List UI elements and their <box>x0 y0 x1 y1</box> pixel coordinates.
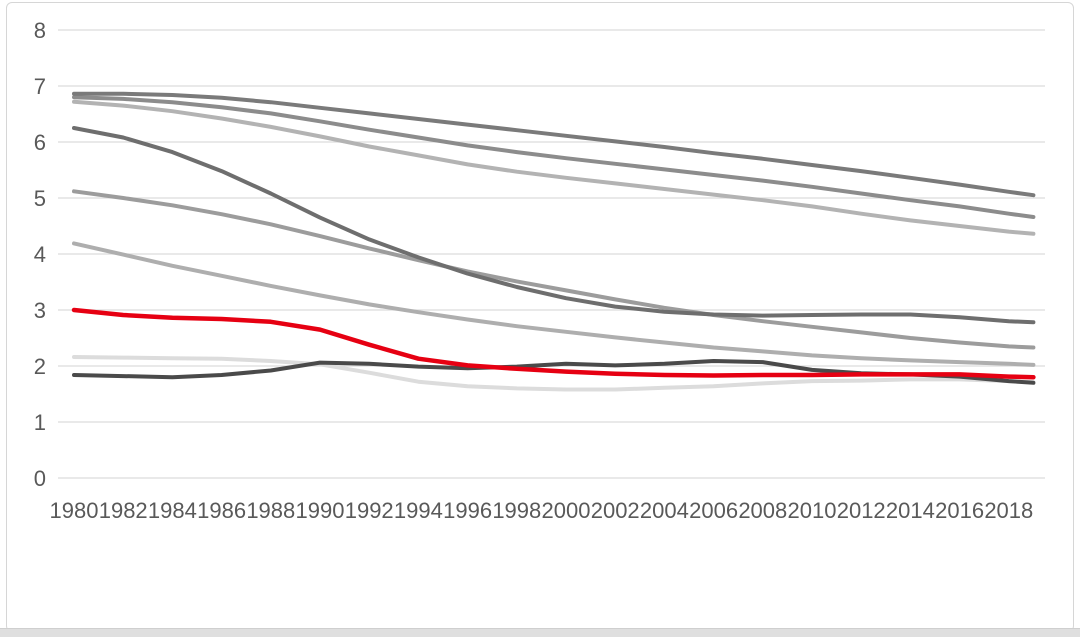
y-tick-label: 0 <box>34 466 46 491</box>
x-tick-label: 1994 <box>394 498 443 523</box>
x-tick-label: 1986 <box>197 498 246 523</box>
series-line-5 <box>72 126 1036 325</box>
bottom-edge-strip <box>0 628 1080 637</box>
x-tick-label: 2014 <box>886 498 935 523</box>
x-tick-label: 2000 <box>542 498 591 523</box>
series-line-8 <box>72 95 1036 219</box>
y-tick-label: 3 <box>34 298 46 323</box>
x-tick-label: 2004 <box>640 498 689 523</box>
y-tick-label: 8 <box>34 18 46 43</box>
series-line-2 <box>71 307 1036 380</box>
x-tick-label: 1980 <box>50 498 99 523</box>
x-tick-label: 2012 <box>837 498 886 523</box>
series-line-3 <box>72 355 1036 392</box>
x-axis-labels: 1980 1982 1984 1986 1988 1990 1992 1994 1996 1998… <box>50 498 1034 523</box>
x-tick-label: 2006 <box>689 498 738 523</box>
y-tick-label: 2 <box>34 354 46 379</box>
x-tick-label: 1990 <box>296 498 345 523</box>
y-tick-label: 7 <box>34 74 46 99</box>
x-tick-label: 2010 <box>788 498 837 523</box>
x-tick-label: 2002 <box>591 498 640 523</box>
x-tick-label: 1988 <box>246 498 295 523</box>
x-tick-label: 1982 <box>99 498 148 523</box>
y-tick-label: 4 <box>34 242 46 267</box>
y-tick-label: 5 <box>34 186 46 211</box>
series-line-4 <box>72 241 1036 367</box>
series-line-0 <box>72 99 1036 236</box>
chart-legend: 东非和南非西非和中非东亚和太平洋欧洲和中亚拉美和加勒比海中东和北非北美南亚撒哈拉… <box>0 540 1080 630</box>
x-tick-label: 1998 <box>492 498 541 523</box>
x-tick-label: 1996 <box>443 498 492 523</box>
series-line-1 <box>72 91 1036 198</box>
x-tick-label: 2016 <box>935 498 984 523</box>
series-line-7 <box>72 189 1036 350</box>
series-lines <box>71 91 1036 392</box>
x-tick-label: 1984 <box>148 498 197 523</box>
y-axis-labels: 0 1 2 3 4 5 6 7 8 <box>34 18 46 491</box>
y-tick-label: 6 <box>34 130 46 155</box>
x-tick-label: 2008 <box>738 498 787 523</box>
gridlines <box>58 29 1045 479</box>
y-tick-label: 1 <box>34 410 46 435</box>
x-tick-label: 1992 <box>345 498 394 523</box>
x-tick-label: 2018 <box>984 498 1033 523</box>
